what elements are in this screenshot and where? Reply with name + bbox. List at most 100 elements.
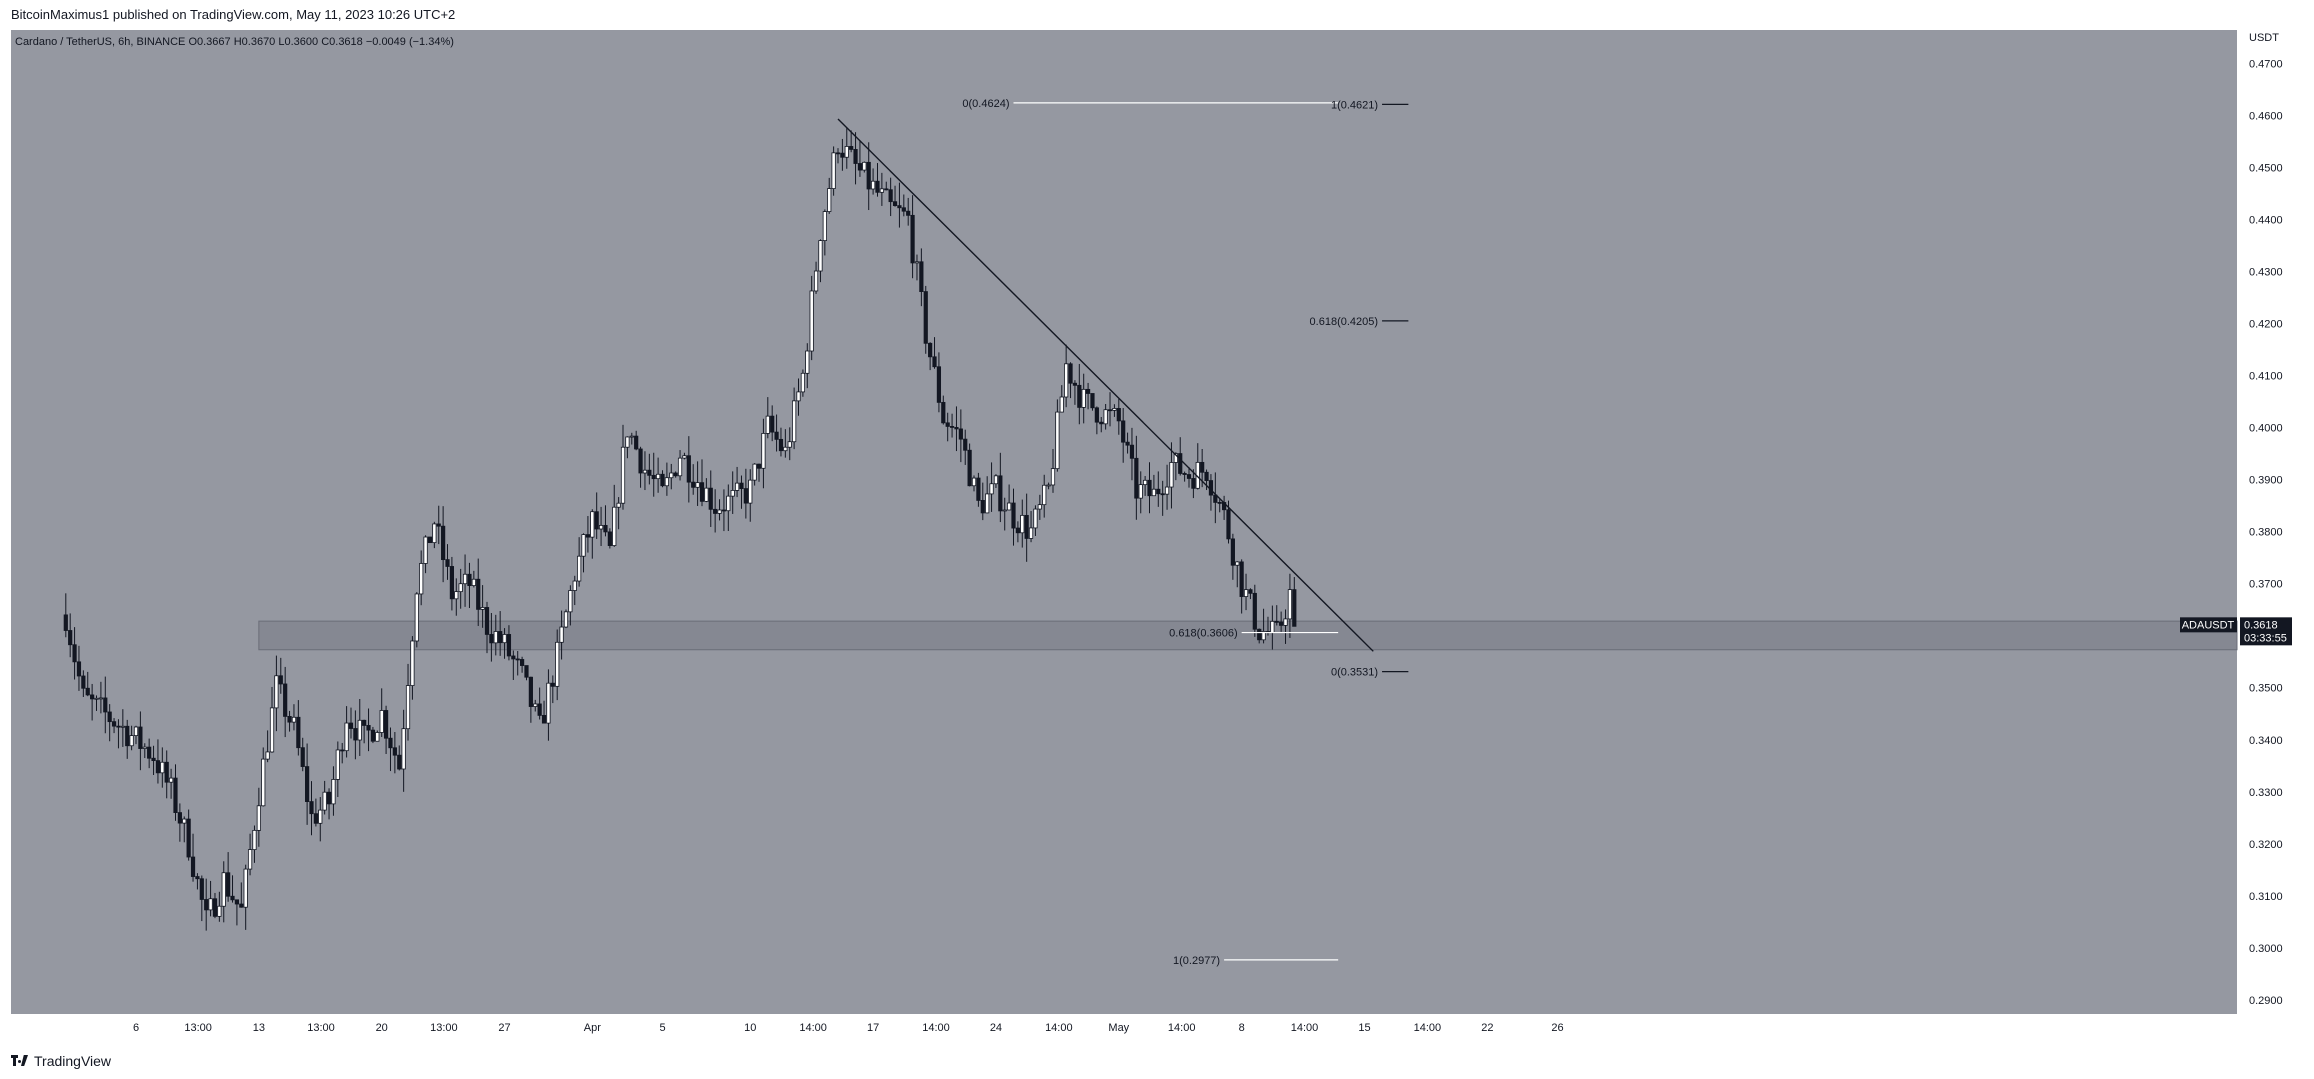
- candle-up: [419, 550, 424, 606]
- candle-body: [278, 675, 283, 685]
- candle-down: [155, 739, 161, 784]
- candle-up: [677, 450, 683, 481]
- candle-up: [252, 825, 257, 863]
- candle-body: [160, 761, 165, 774]
- candle-body: [467, 573, 472, 586]
- candle-up: [129, 725, 134, 751]
- candle-up: [813, 261, 819, 294]
- price-chart[interactable]: 0(0.4624) 1(0.4621) 0.618(0.4205) 0.618(0.3…: [0, 30, 2314, 1046]
- candle-up: [344, 706, 349, 758]
- candle-down: [230, 875, 235, 903]
- candle-up: [598, 506, 604, 547]
- candle-body: [309, 801, 314, 815]
- candle-down: [199, 875, 204, 922]
- candle-up: [1055, 399, 1060, 472]
- candle-down: [173, 764, 178, 821]
- legend-low-value: 0.3600: [284, 36, 321, 48]
- candle-body: [607, 531, 612, 546]
- candle-body: [1037, 504, 1042, 510]
- candle-body: [682, 455, 687, 459]
- candle-body: [1138, 484, 1143, 499]
- candle-down: [1292, 577, 1297, 627]
- plot-area[interactable]: [11, 30, 2237, 1014]
- candle-up: [160, 747, 165, 788]
- candle-body: [866, 161, 871, 190]
- candle-up: [555, 629, 560, 701]
- chart-frame[interactable]: 0(0.4624) 1(0.4621) 0.618(0.4205) 0.618(0.3…: [0, 30, 2314, 1046]
- candle-body: [963, 438, 968, 451]
- candle-body: [642, 469, 648, 474]
- candle-up: [480, 585, 485, 628]
- candle-down: [954, 406, 959, 452]
- candle-body: [90, 694, 95, 700]
- candle-body: [511, 655, 516, 660]
- candle-up: [1046, 482, 1051, 490]
- candle-up: [94, 695, 99, 711]
- candle-up: [405, 663, 411, 741]
- candle-down: [313, 798, 318, 827]
- tradingview-logo[interactable]: TradingView: [11, 1053, 111, 1069]
- candle-body: [366, 725, 371, 731]
- candle-down: [287, 710, 292, 732]
- candle-up: [642, 451, 648, 491]
- candle-body: [998, 475, 1003, 512]
- candle-body: [726, 495, 731, 512]
- candle-body: [419, 563, 424, 595]
- candle-body: [1046, 484, 1051, 487]
- y-tick-label: 0.4300: [2249, 266, 2283, 278]
- x-tick-label: 15: [1358, 1022, 1370, 1034]
- candle-up: [1143, 476, 1148, 496]
- candle-down: [1107, 392, 1113, 427]
- candle-body: [454, 591, 459, 600]
- legend-open-label: O: [188, 36, 197, 48]
- candle-down: [541, 700, 547, 724]
- candle-up: [1020, 499, 1025, 548]
- candle-down: [884, 181, 889, 191]
- candle-body: [761, 433, 766, 469]
- candle-down: [392, 732, 397, 774]
- candle-body: [528, 676, 533, 707]
- candle-down: [585, 516, 591, 553]
- candle-up: [695, 461, 700, 506]
- candle-down: [651, 452, 656, 497]
- candle-down: [932, 337, 937, 369]
- candle-down: [397, 745, 402, 771]
- candle-body: [379, 710, 384, 733]
- candle-up: [261, 747, 266, 807]
- candle-up: [375, 730, 380, 742]
- candle-down: [195, 873, 200, 890]
- candle-down: [756, 463, 762, 482]
- candle-body: [353, 728, 358, 741]
- price-axis-title: USDT: [2249, 32, 2279, 44]
- candle-body: [1235, 561, 1240, 566]
- candle-body: [1134, 457, 1139, 499]
- candle-up: [256, 787, 261, 847]
- candle-down: [353, 710, 358, 760]
- price-axis[interactable]: [2238, 30, 2314, 1046]
- candle-body: [1129, 444, 1135, 459]
- candle-body: [616, 502, 621, 508]
- candle-up: [734, 466, 740, 498]
- candle-body: [199, 878, 204, 900]
- candle-up: [1064, 344, 1069, 408]
- candle-body: [480, 607, 485, 610]
- candle-down: [1156, 471, 1161, 507]
- fib-level-label: 0(0.4624): [962, 98, 1009, 110]
- candle-body: [730, 490, 735, 497]
- candle-body: [1186, 474, 1192, 479]
- candle-down: [528, 676, 533, 723]
- candle-body: [502, 634, 507, 644]
- candle-down: [1252, 584, 1257, 637]
- candle-body: [190, 856, 196, 877]
- candle-up: [625, 436, 630, 459]
- candle-down: [743, 468, 748, 519]
- candle-body: [840, 152, 845, 158]
- candle-up: [563, 609, 569, 629]
- candle-down: [594, 492, 599, 539]
- candle-body: [252, 829, 257, 851]
- candle-body: [704, 487, 709, 502]
- candle-body: [1125, 441, 1130, 446]
- candle-body: [941, 401, 946, 424]
- time-axis[interactable]: [0, 1014, 2238, 1046]
- badge-price: 0.3618: [2244, 619, 2278, 631]
